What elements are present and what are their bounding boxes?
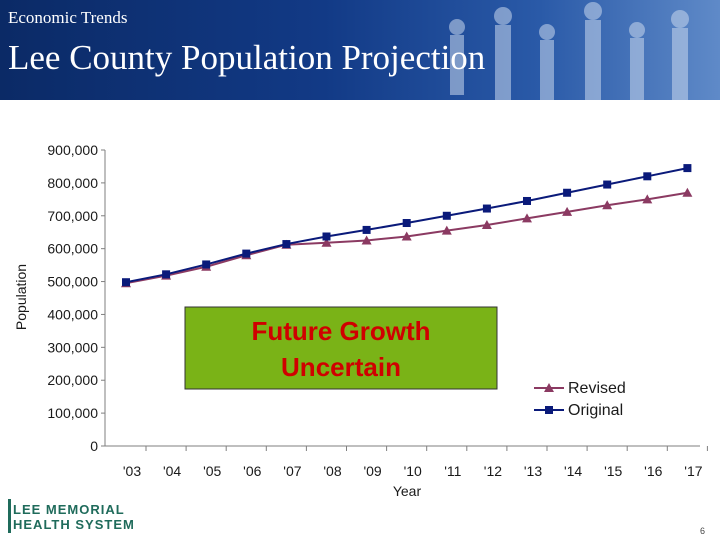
y-tick-label: 100,000 xyxy=(47,405,98,421)
legend-label-original: Original xyxy=(568,402,623,419)
x-tick-label: '07 xyxy=(283,463,301,479)
original-point xyxy=(643,172,652,181)
y-tick-label: 900,000 xyxy=(47,142,98,158)
y-tick-label: 0 xyxy=(90,438,98,454)
y-tick-label: 800,000 xyxy=(47,175,98,191)
x-tick-label: '16 xyxy=(644,463,662,479)
original-point xyxy=(523,196,531,205)
legend-marker-revised xyxy=(544,383,554,392)
slide-subtitle: Economic Trends xyxy=(8,8,128,27)
original-point xyxy=(563,188,572,197)
y-tick-label: 200,000 xyxy=(47,372,98,388)
revised-point xyxy=(562,206,573,216)
x-tick-label: '14 xyxy=(564,463,582,479)
revised-point xyxy=(481,219,492,229)
x-tick-label: '06 xyxy=(243,463,261,479)
y-tick-label: 600,000 xyxy=(47,241,98,257)
legend-marker-original xyxy=(545,406,553,414)
title-banner: Economic Trends Lee County Population Pr… xyxy=(0,0,720,100)
revised-point xyxy=(602,200,613,210)
x-tick-label: '15 xyxy=(604,463,622,479)
x-axis-title: Year xyxy=(393,483,422,499)
revised-point xyxy=(682,187,693,197)
x-tick-label: '13 xyxy=(524,463,542,479)
y-tick-label: 700,000 xyxy=(47,208,98,224)
original-point xyxy=(242,249,251,258)
y-tick-label: 500,000 xyxy=(47,274,98,290)
x-tick-label: '09 xyxy=(363,463,381,479)
x-tick-label: '03 xyxy=(123,463,141,479)
x-tick-label: '05 xyxy=(203,463,221,479)
legend-label-revised: Revised xyxy=(568,380,626,397)
logo-line2: HEALTH SYSTEM xyxy=(13,517,135,532)
lee-memorial-logo: LEE MEMORIAL HEALTH SYSTEM xyxy=(8,496,138,536)
y-tick-label: 400,000 xyxy=(47,306,98,322)
future-growth-annotation-box xyxy=(184,306,498,390)
original-point xyxy=(603,180,612,189)
population-line-chart: 0 100,000 200,000 300,000 400,000 500,000 600,… xyxy=(13,142,708,499)
annotation-line1: Future Growth xyxy=(251,316,430,346)
x-tick-label: '10 xyxy=(404,463,422,479)
original-point xyxy=(482,204,491,213)
revised-point xyxy=(401,231,412,241)
y-axis-title: Population xyxy=(13,264,29,330)
original-point xyxy=(402,219,411,228)
people-silhouette-graphic xyxy=(449,2,689,100)
revised-point xyxy=(321,237,332,247)
revised-point xyxy=(642,194,653,204)
y-tick-label: 300,000 xyxy=(47,339,98,355)
x-tick-label: '04 xyxy=(163,463,181,479)
page-number: 6 xyxy=(700,526,706,536)
annotation-line2: Uncertain xyxy=(281,352,401,382)
revised-point xyxy=(441,225,452,235)
original-point xyxy=(322,232,331,241)
x-tick-label: '11 xyxy=(444,463,461,479)
original-point xyxy=(282,240,291,249)
x-tick-label: '08 xyxy=(323,463,341,479)
original-point xyxy=(442,211,451,220)
x-tick-label: '12 xyxy=(484,463,502,479)
logo-line1: LEE MEMORIAL xyxy=(13,502,125,517)
original-point xyxy=(122,278,130,287)
x-tick-label: '17 xyxy=(684,463,702,479)
revised-point xyxy=(361,235,372,245)
slide-title: Lee County Population Projection xyxy=(8,38,486,77)
original-point xyxy=(202,260,211,269)
original-point xyxy=(162,270,171,279)
original-point xyxy=(362,225,371,234)
original-point xyxy=(683,164,692,173)
revised-point xyxy=(522,213,532,223)
